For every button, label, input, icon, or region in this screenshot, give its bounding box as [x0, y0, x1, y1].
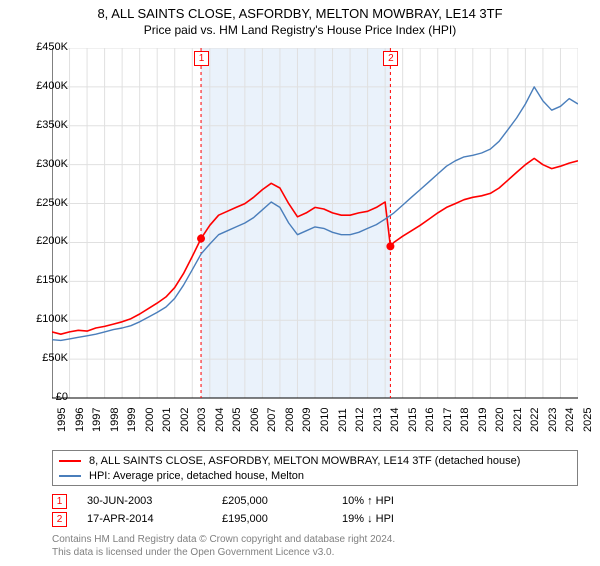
x-axis-label: 2022: [529, 408, 541, 432]
x-axis-label: 2019: [477, 408, 489, 432]
y-axis-label: £350K: [22, 119, 68, 131]
plot-sale-marker: 2: [383, 51, 398, 66]
x-axis-label: 1999: [126, 408, 138, 432]
chart-container: 8, ALL SAINTS CLOSE, ASFORDBY, MELTON MO…: [0, 6, 600, 566]
sales-row: 1 30-JUN-2003 £205,000 10% ↑ HPI: [52, 492, 578, 510]
y-axis-label: £250K: [22, 197, 68, 209]
x-axis-label: 2009: [301, 408, 313, 432]
y-axis-label: £200K: [22, 235, 68, 247]
legend-label: HPI: Average price, detached house, Melt…: [89, 470, 304, 482]
credits: Contains HM Land Registry data © Crown c…: [52, 534, 395, 559]
y-axis-label: £50K: [22, 352, 68, 364]
x-axis-label: 2008: [284, 408, 296, 432]
credit-line: This data is licensed under the Open Gov…: [52, 547, 395, 560]
sale-price: £195,000: [222, 513, 342, 525]
x-axis-label: 2001: [161, 408, 173, 432]
sale-price: £205,000: [222, 495, 342, 507]
x-axis-label: 2015: [407, 408, 419, 432]
x-axis-label: 2025: [582, 408, 594, 432]
y-axis-label: £400K: [22, 80, 68, 92]
x-axis-label: 2013: [372, 408, 384, 432]
legend-swatch: [59, 475, 81, 477]
sales-row: 2 17-APR-2014 £195,000 19% ↓ HPI: [52, 510, 578, 528]
chart-title-line2: Price paid vs. HM Land Registry's House …: [0, 23, 600, 37]
chart-title-line1: 8, ALL SAINTS CLOSE, ASFORDBY, MELTON MO…: [0, 6, 600, 21]
sale-date: 17-APR-2014: [87, 513, 222, 525]
y-axis-label: £450K: [22, 41, 68, 53]
x-axis-label: 2003: [196, 408, 208, 432]
y-axis-label: £150K: [22, 274, 68, 286]
x-axis-label: 2017: [442, 408, 454, 432]
x-axis-label: 2024: [564, 408, 576, 432]
sales-table: 1 30-JUN-2003 £205,000 10% ↑ HPI 2 17-AP…: [52, 492, 578, 528]
x-axis-label: 2012: [354, 408, 366, 432]
x-axis-label: 2016: [424, 408, 436, 432]
legend-swatch: [59, 460, 81, 462]
x-axis-label: 2021: [512, 408, 524, 432]
legend-item: HPI: Average price, detached house, Melt…: [59, 468, 571, 483]
legend-label: 8, ALL SAINTS CLOSE, ASFORDBY, MELTON MO…: [89, 455, 520, 467]
x-axis-label: 2023: [547, 408, 559, 432]
plot-sale-marker: 1: [194, 51, 209, 66]
y-axis-label: £0: [22, 391, 68, 403]
x-axis-label: 2018: [459, 408, 471, 432]
x-axis-label: 2011: [337, 408, 349, 432]
x-axis-label: 1995: [56, 408, 68, 432]
plot-area: [52, 48, 578, 438]
y-axis-label: £100K: [22, 313, 68, 325]
sale-delta: 10% ↑ HPI: [342, 495, 394, 507]
x-axis-label: 2005: [231, 408, 243, 432]
x-axis-label: 1998: [109, 408, 121, 432]
x-axis-label: 2010: [319, 408, 331, 432]
x-axis-label: 2002: [179, 408, 191, 432]
y-axis-label: £300K: [22, 158, 68, 170]
sale-delta: 19% ↓ HPI: [342, 513, 394, 525]
x-axis-label: 1997: [91, 408, 103, 432]
sale-marker-box: 2: [52, 512, 67, 527]
sale-marker-box: 1: [52, 494, 67, 509]
x-axis-label: 2020: [494, 408, 506, 432]
legend-item: 8, ALL SAINTS CLOSE, ASFORDBY, MELTON MO…: [59, 453, 571, 468]
x-axis-label: 2004: [214, 408, 226, 432]
credit-line: Contains HM Land Registry data © Crown c…: [52, 534, 395, 547]
x-axis-label: 1996: [74, 408, 86, 432]
x-axis-label: 2007: [266, 408, 278, 432]
sale-date: 30-JUN-2003: [87, 495, 222, 507]
legend: 8, ALL SAINTS CLOSE, ASFORDBY, MELTON MO…: [52, 450, 578, 486]
x-axis-label: 2006: [249, 408, 261, 432]
x-axis-label: 2000: [144, 408, 156, 432]
x-axis-label: 2014: [389, 408, 401, 432]
